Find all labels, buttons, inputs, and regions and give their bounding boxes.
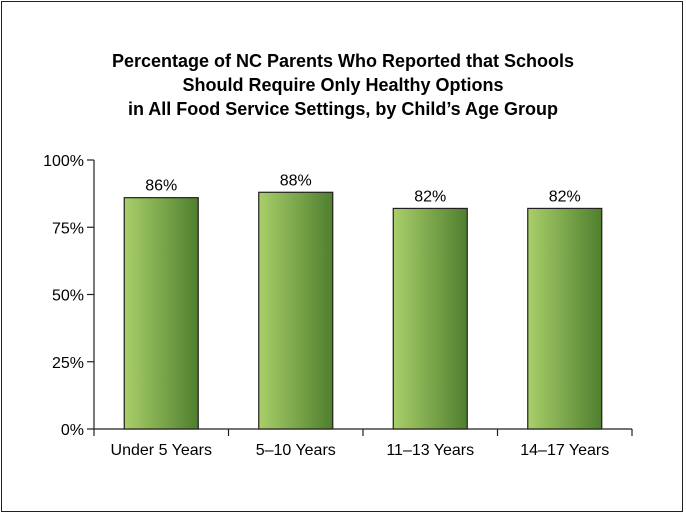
bar-value-label: 86% [145,178,177,195]
chart-title-line-3: in All Food Service Settings, by Child’s… [127,99,559,119]
bar [258,191,334,430]
y-tick-label: 25% [52,355,84,372]
bar [527,207,603,430]
x-tick-label: 11–13 Years [386,442,474,459]
bar [392,207,468,430]
bar-value-label: 88% [280,172,312,189]
chart-title: Percentage of NC Parents Who Reported th… [2,49,684,121]
y-tick-label: 0% [61,422,84,439]
bar-value-label: 82% [414,188,446,205]
y-tick-label: 50% [52,288,84,305]
chart-title-line-2: Should Require Only Healthy Options [182,75,504,95]
chart-title-line-1: Percentage of NC Parents Who Reported th… [111,51,575,71]
y-tick-label: 75% [52,220,84,237]
x-tick-label: 5–10 Years [256,442,336,459]
bar [123,197,199,430]
x-axis: Under 5 Years 5–10 Years 11–13 Years 14–17 … [93,428,633,459]
x-tick-label: 14–17 Years [520,442,609,459]
bar-value-label: 82% [549,188,581,205]
y-tick-label: 100% [43,153,84,170]
bars: 86% 88% 82% 82% [123,172,603,430]
x-tick-label: Under 5 Years [111,442,212,459]
y-axis: 0% 25% 50% 75% 100% [43,153,95,439]
